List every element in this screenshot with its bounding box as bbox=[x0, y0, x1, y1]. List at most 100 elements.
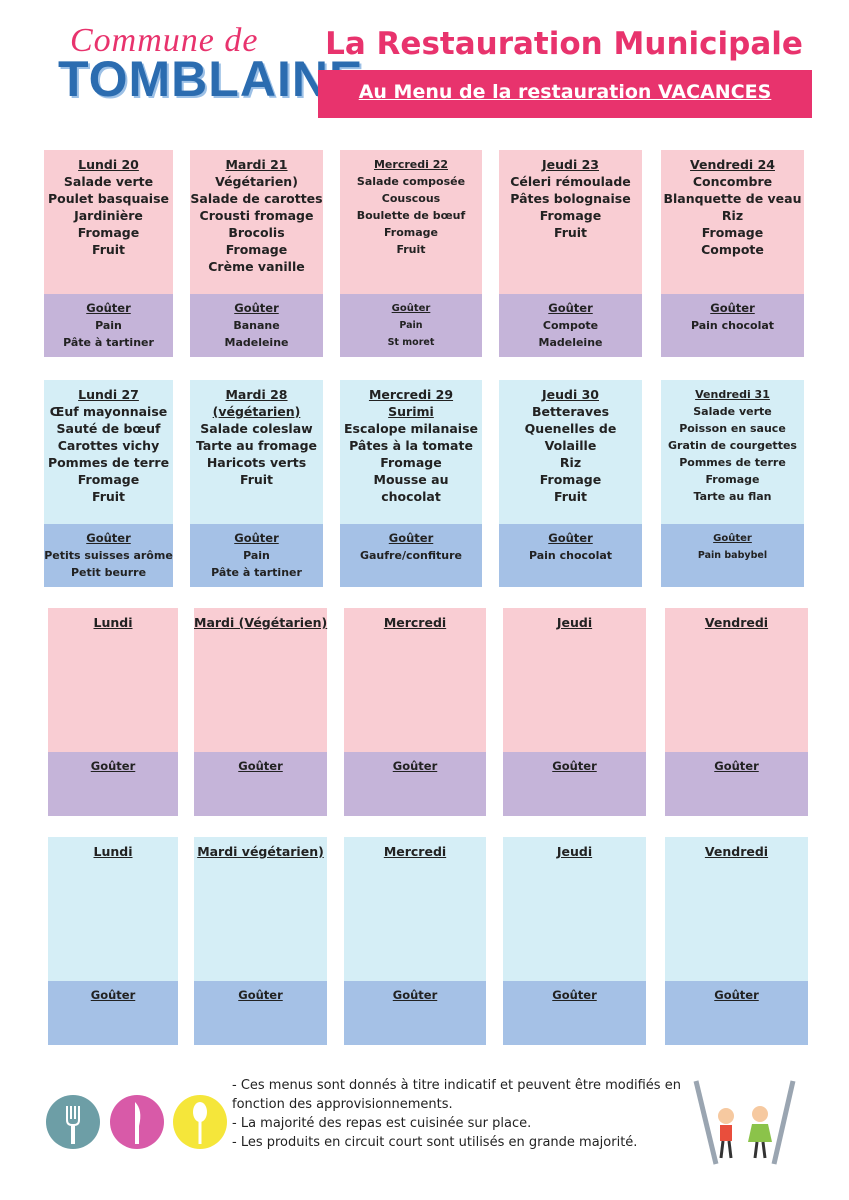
fork-icon bbox=[46, 1095, 100, 1149]
menu-item: Salade verte bbox=[693, 405, 772, 418]
menu-item: Quenelles de bbox=[524, 421, 617, 436]
snack-title: Goûter bbox=[714, 988, 759, 1002]
snack-title: Goûter bbox=[234, 301, 279, 315]
day-header: Lundi bbox=[93, 844, 133, 859]
menu-item: Œuf mayonnaise bbox=[49, 404, 168, 419]
snack-title: Goûter bbox=[391, 303, 431, 314]
snack-title: Goûter bbox=[552, 759, 597, 773]
snack-box: Goûter Petits suisses arôme Petit beurre bbox=[44, 524, 173, 587]
day-header: Lundi 20 bbox=[78, 157, 139, 172]
snack-title: Goûter bbox=[713, 533, 752, 544]
meal-box: Mardi végétarien) bbox=[194, 837, 327, 981]
day-cell: Jeudi Goûter bbox=[503, 608, 646, 816]
day-header: Jeudi bbox=[556, 615, 593, 630]
menu-item: Fruit bbox=[239, 472, 274, 487]
menu-item: Boulette de bœuf bbox=[356, 209, 466, 222]
day-cell: Mercredi Goûter bbox=[344, 608, 486, 816]
menu-item: Fruit bbox=[553, 489, 588, 504]
meal-box: Mercredi bbox=[344, 608, 486, 752]
title: La Restauration Municipale bbox=[325, 26, 803, 62]
menu-item: Carottes vichy bbox=[57, 438, 160, 453]
day-header: Mercredi bbox=[383, 844, 447, 859]
snack-box: Goûter Pain chocolat bbox=[661, 294, 804, 357]
snack-box: Goûter Pain babybel bbox=[661, 524, 804, 587]
snack-box: Goûter bbox=[344, 752, 486, 816]
menu-item: Végétarien) bbox=[215, 174, 298, 189]
menu-item: Crousti fromage bbox=[199, 208, 314, 223]
day-header: Lundi bbox=[93, 615, 133, 630]
day-header: Vendredi 31 bbox=[695, 388, 770, 401]
day-header: Mardi végétarien) bbox=[197, 844, 324, 859]
day-header: Lundi 27 bbox=[78, 387, 139, 402]
day-cell: Lundi Goûter bbox=[48, 608, 178, 816]
meal-box: Lundi 27 Œuf mayonnaise Sauté de bœuf Carot… bbox=[44, 380, 173, 524]
snack-item: Pain chocolat bbox=[690, 319, 775, 332]
menu-item: Fromage bbox=[225, 242, 288, 257]
snack-box: Goûter Compote Madeleine bbox=[499, 294, 642, 357]
snack-item: Pâte à tartiner bbox=[63, 336, 154, 349]
day-header: Mardi 21 bbox=[225, 157, 288, 172]
note-line: - La majorité des repas est cuisinée sur… bbox=[232, 1116, 532, 1131]
menu-item: Céleri rémoulade bbox=[510, 174, 631, 189]
notes: - Ces menus sont donnés à titre indicati… bbox=[232, 1076, 682, 1152]
menu-item: Volaille bbox=[544, 438, 597, 453]
meal-box: Jeudi 30 Betteraves Quenelles de Volaille Ri… bbox=[499, 380, 642, 524]
snack-box: Goûter Pain chocolat bbox=[499, 524, 642, 587]
snack-title: Goûter bbox=[90, 988, 136, 1002]
meal-box: Jeudi bbox=[503, 837, 646, 981]
menu-item: Brocolis bbox=[228, 225, 285, 240]
snack-box: Goûter bbox=[48, 981, 178, 1045]
day-header: Mercredi 29 bbox=[368, 387, 454, 402]
day-header: Surimi bbox=[388, 404, 434, 419]
day-header: Mardi 28 bbox=[225, 387, 288, 402]
day-cell: Vendredi Goûter bbox=[665, 837, 808, 1045]
meal-box: Vendredi bbox=[665, 608, 808, 752]
meal-box: Jeudi 23 Céleri rémoulade Pâtes bolognaise… bbox=[499, 150, 642, 294]
menu-item: Fromage bbox=[77, 472, 140, 487]
menu-item: Compote bbox=[701, 242, 764, 257]
menu-item: Pâtes bolognaise bbox=[510, 191, 631, 206]
day-cell: Lundi 20 Salade verte Poulet basquaise Jard… bbox=[44, 150, 173, 357]
snack-item: Madeleine bbox=[538, 336, 603, 349]
meal-box: Vendredi bbox=[665, 837, 808, 981]
meal-box: Vendredi 24 Concombre Blanquette de veau Ri… bbox=[661, 150, 804, 294]
snack-box: Goûter bbox=[48, 752, 178, 816]
meal-box: Lundi bbox=[48, 837, 178, 981]
day-cell: Mercredi 29 Surimi Escalope milanaise Pâtes… bbox=[340, 380, 482, 587]
snack-title: Goûter bbox=[392, 988, 438, 1002]
menu-item: Salade composée bbox=[356, 175, 466, 188]
menu-item: Blanquette de veau bbox=[663, 191, 802, 206]
subtitle-bar bbox=[318, 70, 812, 118]
menu-item: Poulet basquaise bbox=[47, 191, 170, 206]
day-cell: Vendredi Goûter bbox=[665, 608, 808, 816]
logo-main: TOMBLAINE bbox=[58, 51, 364, 107]
snack-box: Goûter bbox=[194, 752, 327, 816]
menu-item: Jardinière bbox=[74, 208, 143, 223]
snack-box: Goûter Banane Madeleine bbox=[190, 294, 323, 357]
meal-box: Mercredi 29 Surimi Escalope milanaise Pâtes… bbox=[340, 380, 482, 524]
snack-item: Pain bbox=[95, 319, 122, 332]
day-header: (végétarien) bbox=[212, 404, 301, 419]
snack-title: Goûter bbox=[392, 759, 438, 773]
kids-illustration bbox=[693, 1080, 796, 1165]
menu-item: Fromage bbox=[77, 225, 140, 240]
day-cell: Mardi 21 Végétarien) Salade de carottes Cro… bbox=[190, 150, 323, 357]
snack-box: Goûter bbox=[665, 752, 808, 816]
menu-item: Sauté de bœuf bbox=[56, 421, 161, 436]
menu-item: Pâtes à la tomate bbox=[349, 438, 473, 453]
day-cell: Lundi 27 Œuf mayonnaise Sauté de bœuf Carot… bbox=[44, 380, 173, 587]
snack-box: Goûter bbox=[665, 981, 808, 1045]
snack-title: Goûter bbox=[86, 301, 131, 315]
snack-item: Compote bbox=[542, 319, 599, 332]
snack-title: Goûter bbox=[90, 759, 136, 773]
snack-title: Goûter bbox=[548, 301, 593, 315]
day-header: Mercredi bbox=[383, 615, 447, 630]
menu-item: Pommes de terre bbox=[679, 456, 786, 469]
menu-item: Fromage bbox=[539, 472, 602, 487]
day-header: Vendredi bbox=[704, 615, 769, 630]
menu-item: Tarte au fromage bbox=[195, 438, 318, 453]
day-header: Jeudi 30 bbox=[541, 387, 599, 402]
meal-box: Vendredi 31 Salade verte Poisson en sauce G… bbox=[661, 380, 804, 524]
menu-item: Betteraves bbox=[531, 404, 610, 419]
snack-title: Goûter bbox=[388, 531, 434, 545]
